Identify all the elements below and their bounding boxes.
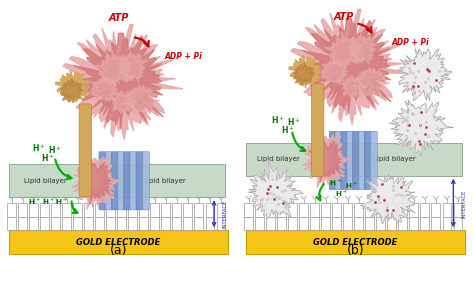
Polygon shape: [122, 85, 159, 114]
FancyBboxPatch shape: [246, 230, 465, 254]
Text: H$^+$: H$^+$: [55, 197, 68, 208]
Polygon shape: [352, 67, 390, 96]
Text: INTERFACE: INTERFACE: [461, 190, 466, 218]
Text: H$^+$: H$^+$: [41, 152, 55, 164]
FancyBboxPatch shape: [79, 104, 91, 197]
Text: H$^+$: H$^+$: [32, 142, 46, 154]
Text: H$^+$: H$^+$: [42, 197, 55, 208]
Polygon shape: [361, 175, 415, 225]
FancyBboxPatch shape: [353, 131, 360, 190]
Text: H$^+$: H$^+$: [345, 181, 357, 191]
Polygon shape: [321, 58, 348, 84]
Polygon shape: [60, 79, 83, 102]
Polygon shape: [341, 76, 366, 98]
FancyBboxPatch shape: [99, 152, 106, 210]
Polygon shape: [72, 153, 121, 210]
Polygon shape: [111, 91, 136, 113]
Polygon shape: [63, 25, 183, 140]
Text: Lipid bilayer: Lipid bilayer: [24, 178, 67, 184]
Polygon shape: [309, 141, 343, 182]
FancyBboxPatch shape: [341, 131, 348, 190]
FancyBboxPatch shape: [364, 131, 372, 190]
Text: Lipid bilayer: Lipid bilayer: [143, 178, 185, 184]
Polygon shape: [325, 32, 362, 69]
Text: H$^+$: H$^+$: [272, 114, 285, 126]
Text: H$^+$: H$^+$: [328, 178, 341, 188]
Text: ATP: ATP: [334, 12, 354, 22]
Text: GOLD ELECTRODE: GOLD ELECTRODE: [76, 238, 161, 247]
Polygon shape: [396, 49, 452, 100]
Polygon shape: [91, 76, 118, 102]
FancyBboxPatch shape: [105, 152, 112, 210]
Polygon shape: [79, 163, 113, 204]
FancyBboxPatch shape: [136, 152, 143, 210]
Polygon shape: [293, 63, 315, 85]
Polygon shape: [55, 70, 90, 103]
Text: GOLD ELECTRODE: GOLD ELECTRODE: [313, 238, 398, 247]
FancyBboxPatch shape: [118, 152, 125, 210]
Text: ADP + Pi: ADP + Pi: [392, 38, 429, 47]
FancyBboxPatch shape: [9, 164, 226, 197]
Polygon shape: [118, 51, 146, 82]
Polygon shape: [291, 9, 411, 125]
FancyBboxPatch shape: [9, 230, 228, 254]
FancyBboxPatch shape: [346, 131, 354, 190]
Text: H$^+$: H$^+$: [48, 144, 62, 156]
Text: ATP: ATP: [109, 14, 128, 23]
FancyBboxPatch shape: [246, 143, 463, 176]
Polygon shape: [389, 100, 453, 156]
Text: H$^+$: H$^+$: [281, 124, 294, 136]
Text: H$^+$: H$^+$: [336, 188, 348, 199]
FancyBboxPatch shape: [311, 83, 324, 177]
Text: Lipid bilayer: Lipid bilayer: [373, 156, 416, 162]
Text: INTERFACE: INTERFACE: [222, 200, 227, 228]
Polygon shape: [348, 33, 377, 65]
FancyBboxPatch shape: [142, 152, 149, 210]
Text: H$^+$: H$^+$: [287, 116, 301, 128]
Text: (a): (a): [110, 244, 127, 257]
FancyBboxPatch shape: [124, 152, 131, 210]
FancyBboxPatch shape: [130, 152, 137, 210]
Polygon shape: [95, 50, 132, 86]
FancyBboxPatch shape: [329, 131, 337, 190]
Text: ADP + Pi: ADP + Pi: [164, 52, 202, 61]
FancyBboxPatch shape: [370, 131, 377, 190]
Polygon shape: [301, 18, 391, 114]
Polygon shape: [302, 131, 351, 188]
Polygon shape: [289, 55, 321, 88]
Polygon shape: [73, 33, 163, 129]
Polygon shape: [248, 160, 303, 220]
Text: H$^+$: H$^+$: [28, 197, 41, 208]
Text: (b): (b): [346, 244, 365, 257]
Text: Lipid bilayer: Lipid bilayer: [257, 156, 300, 162]
FancyBboxPatch shape: [358, 131, 365, 190]
FancyBboxPatch shape: [111, 152, 118, 210]
FancyBboxPatch shape: [335, 131, 342, 190]
